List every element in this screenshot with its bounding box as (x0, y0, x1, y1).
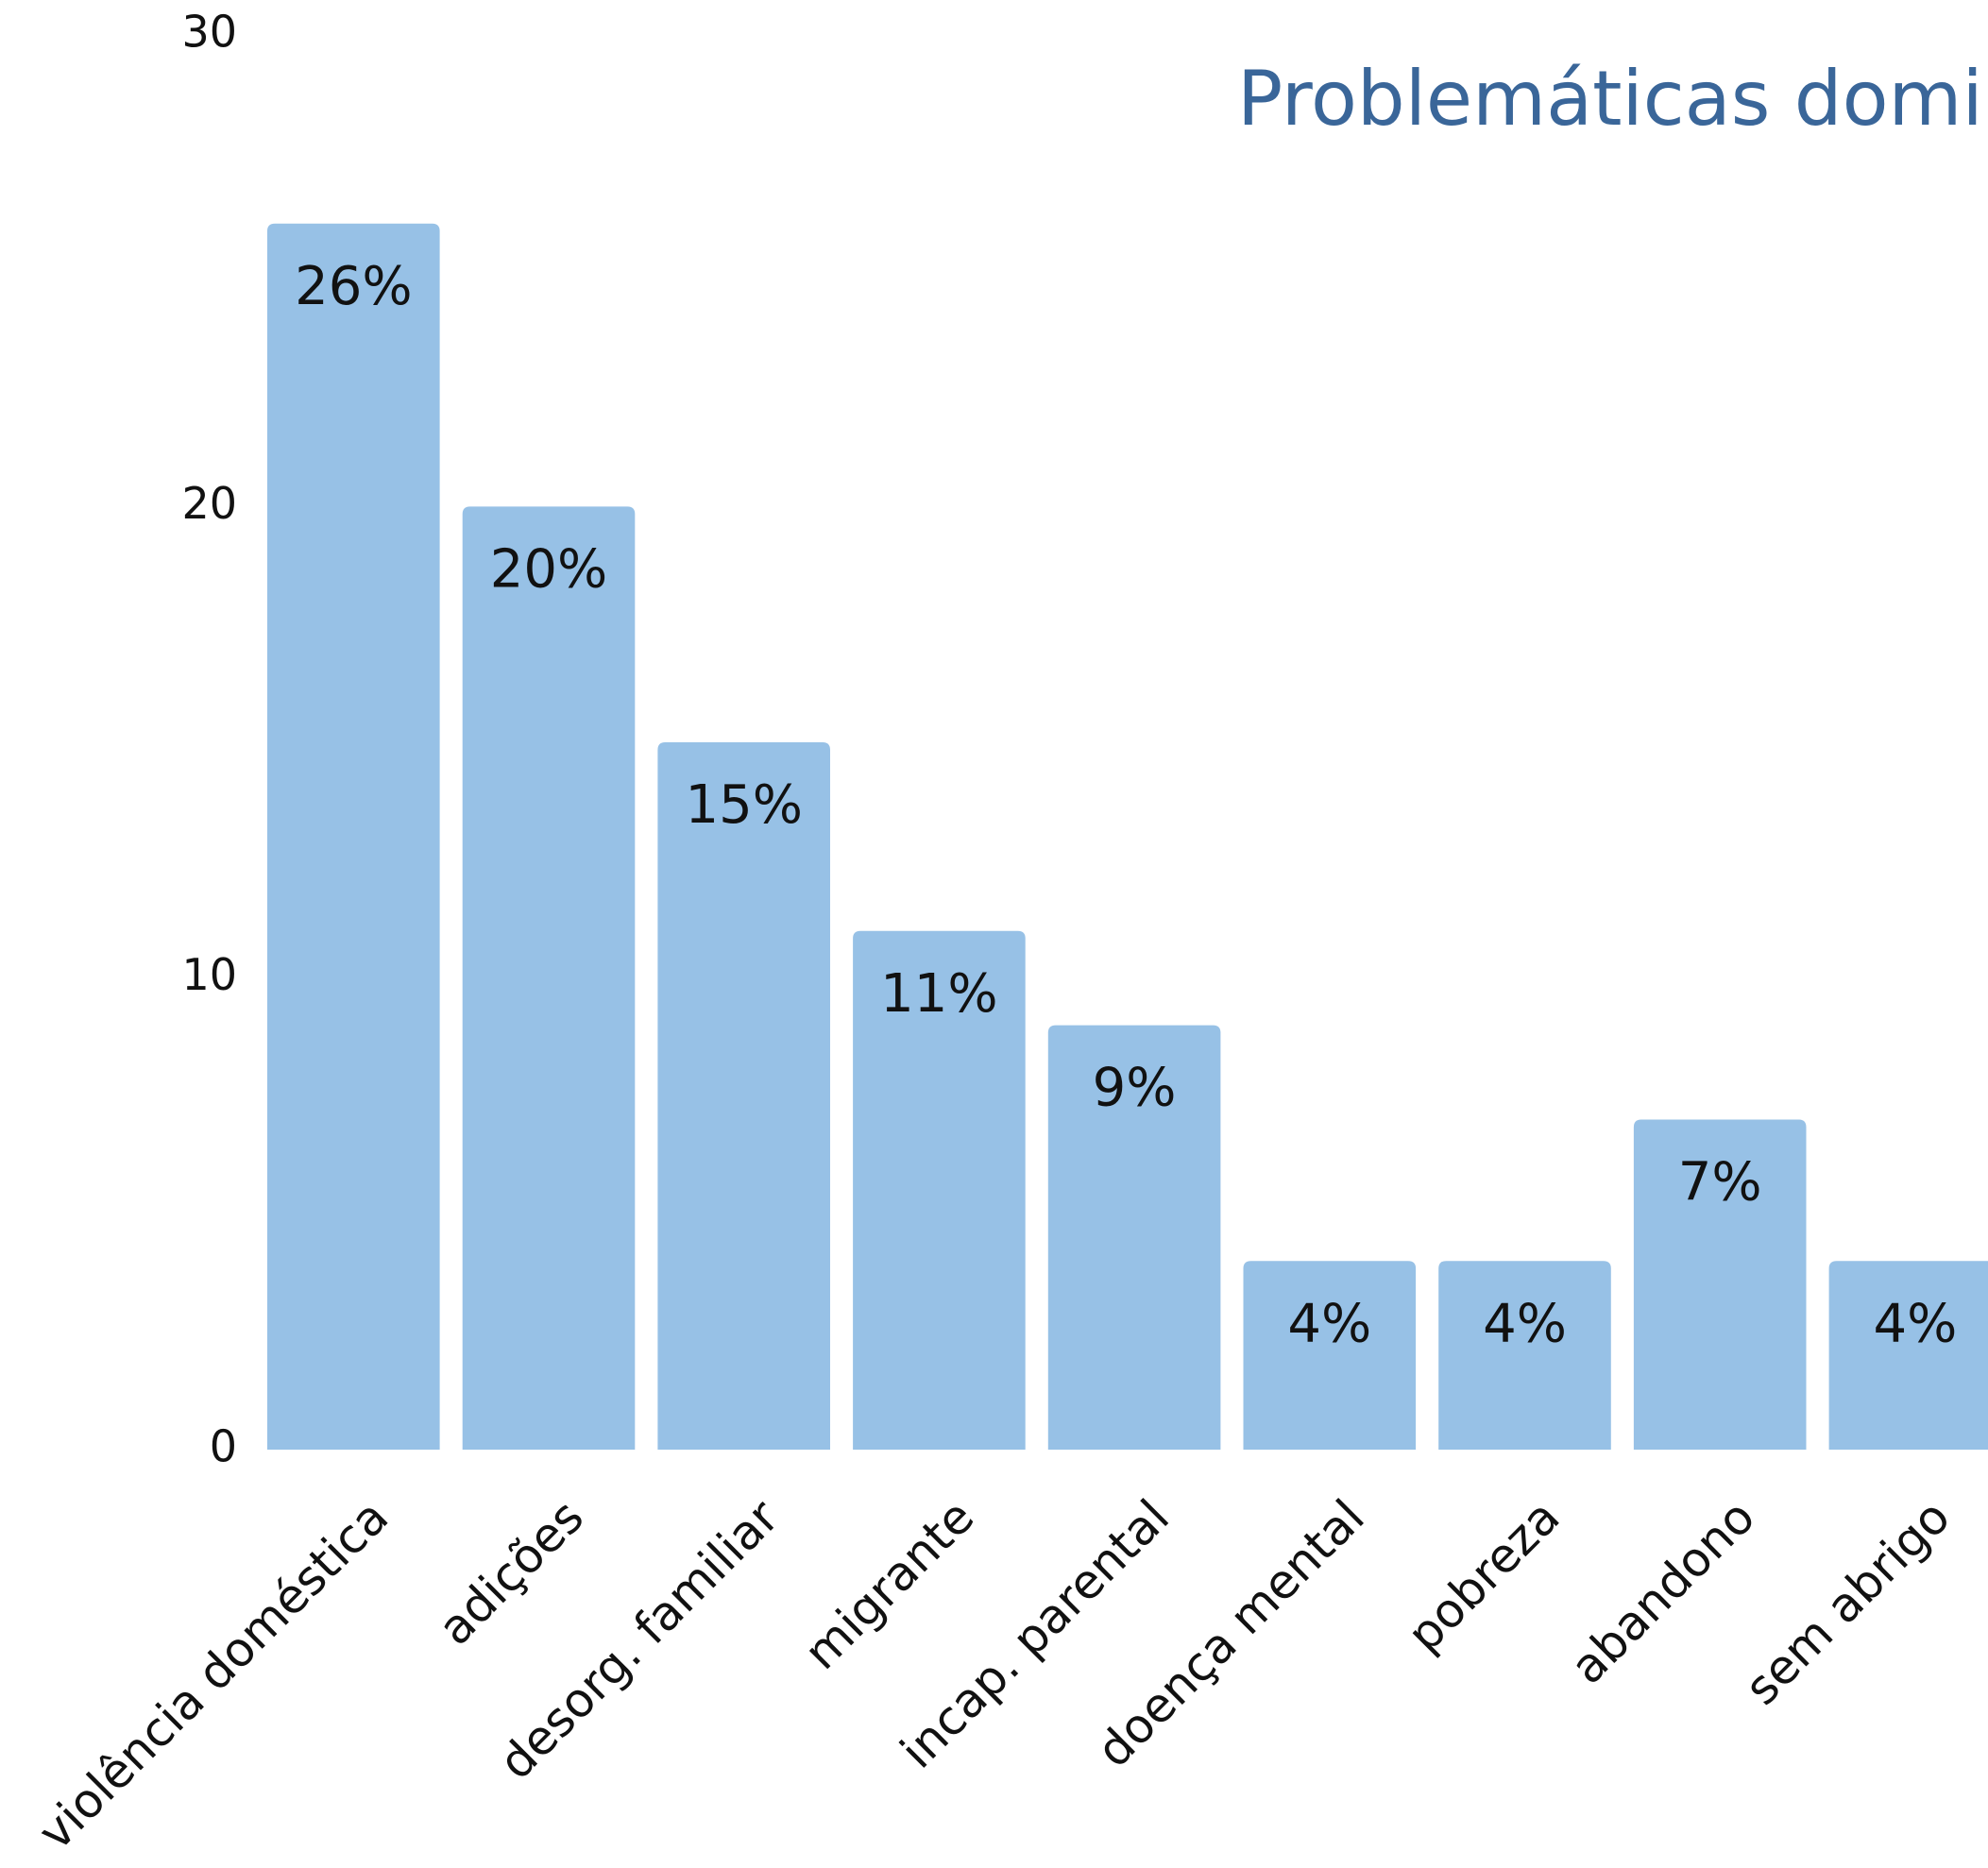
x-tick-label: violência doméstica (27, 1489, 399, 1860)
value-label: 4% (1483, 1293, 1567, 1354)
value-label: 15% (685, 774, 802, 836)
x-tick-label: pobreza (1397, 1489, 1570, 1662)
y-tick-label: 30 (181, 7, 237, 58)
bar (1243, 1261, 1417, 1450)
bar (462, 506, 636, 1450)
x-tick-label: adições (428, 1489, 594, 1656)
value-label: 7% (1678, 1152, 1762, 1214)
value-label: 4% (1873, 1293, 1957, 1354)
value-label: 26% (295, 256, 412, 317)
bar (1047, 1025, 1221, 1450)
bar (267, 223, 440, 1450)
y-tick-label: 0 (210, 1421, 237, 1472)
bar (1828, 1261, 1988, 1450)
x-tick-label: sem abrigo (1735, 1489, 1961, 1715)
y-tick-label: 20 (181, 478, 237, 529)
value-label: 11% (880, 963, 997, 1025)
bar (1438, 1261, 1611, 1450)
bar (1633, 1119, 1807, 1450)
bar (657, 742, 830, 1450)
value-label: 20% (490, 538, 607, 600)
bar (853, 930, 1026, 1450)
value-label: 9% (1093, 1058, 1177, 1119)
x-tick-label: migrante (793, 1489, 984, 1680)
y-tick-label: 10 (181, 949, 237, 1000)
value-label: 4% (1287, 1293, 1371, 1354)
chart-title: Problemáticas domina (1237, 55, 1988, 143)
x-tick-label: abandono (1560, 1489, 1765, 1694)
